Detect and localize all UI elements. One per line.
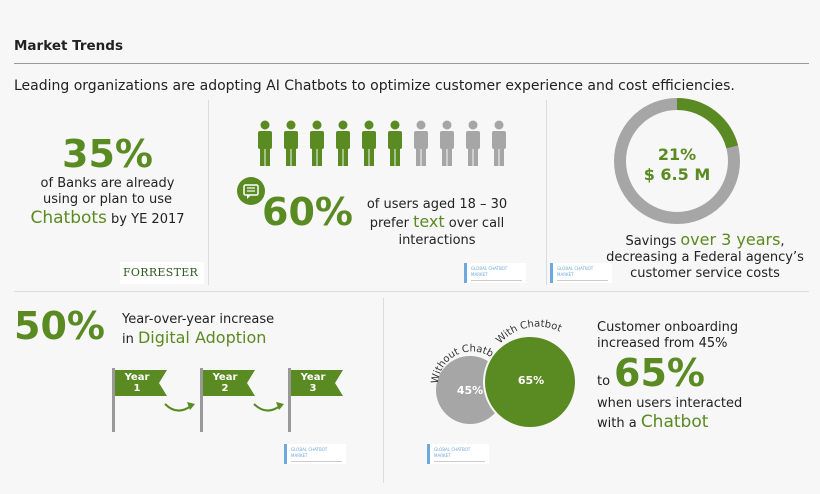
users-line1: of users aged 18 – 30 — [366, 197, 508, 212]
person-icon — [437, 120, 457, 166]
without-chatbot-value: 45% — [457, 384, 483, 397]
banks-line3-rest: by YE 2017 — [106, 212, 185, 227]
person-icon-highlighted — [359, 120, 379, 166]
onboarding-text-2: when users interacted with a Chatbot — [597, 395, 742, 433]
savings-line1-post: , — [780, 234, 785, 249]
banks-stat: 35% — [62, 132, 153, 176]
curved-arrow-icon — [164, 402, 195, 412]
onboarding-to: to — [597, 374, 611, 389]
title-divider — [14, 63, 809, 64]
savings-ring — [613, 97, 741, 225]
divider-1 — [208, 100, 209, 285]
curved-arrow-icon — [253, 402, 284, 412]
flag-word: Year — [212, 372, 238, 383]
banks-line2: using or plan to use — [42, 192, 173, 207]
users-line3: interactions — [398, 233, 476, 248]
adoption-stat: 50% — [14, 304, 105, 348]
panel-banks: 35% of Banks are already using or plan t… — [20, 132, 195, 230]
adoption-line2: in Digital Adoption — [122, 329, 274, 349]
savings-highlight: over 3 years — [680, 230, 781, 249]
thumbnail-label: GLOBAL CHATBOT MARKET — [557, 266, 594, 277]
onboarding-line4-pre: with a — [597, 416, 641, 431]
users-line2: prefer text over call — [362, 213, 512, 232]
person-icon — [489, 120, 509, 166]
person-icon-highlighted — [307, 120, 327, 166]
flag-num: 1 — [133, 383, 141, 394]
year-flag: Year 1 — [110, 368, 170, 434]
users-stat: 60% — [262, 190, 353, 234]
onboarding-highlight: Chatbot — [640, 412, 709, 432]
onboarding-stat: 65% — [614, 351, 705, 395]
onboarding-line4: with a Chatbot — [597, 413, 742, 433]
adoption-line2-pre: in — [122, 332, 138, 347]
users-line2-post: over call — [444, 216, 505, 231]
person-icon-highlighted — [281, 120, 301, 166]
banks-line1: of Banks are already — [40, 176, 175, 191]
divider-2 — [546, 100, 547, 285]
adoption-highlight: Digital Adoption — [137, 328, 267, 347]
users-text: of users aged 18 – 30 prefer text over c… — [362, 196, 512, 249]
report-thumbnail: GLOBAL CHATBOT MARKET — [550, 263, 612, 283]
users-line2-pre: prefer — [369, 216, 414, 231]
flag-word: Year — [124, 372, 150, 383]
users-highlight: text — [413, 212, 445, 231]
thumbnail-label: GLOBAL CHATBOT MARKET — [291, 447, 328, 458]
year-flag: Year 3 — [286, 368, 346, 434]
onboarding-line1: Customer onboarding — [597, 320, 739, 335]
flag-num: 3 — [309, 383, 317, 394]
thumbnail-label: GLOBAL CHATBOT MARKET — [471, 266, 508, 277]
savings-amount: $ 6.5 M — [643, 165, 711, 184]
page-subtitle: Leading organizations are adopting AI Ch… — [14, 78, 735, 94]
forrester-logo: FORRESTER — [120, 262, 204, 284]
page-title: Market Trends — [14, 38, 123, 54]
savings-percent: 21% — [657, 145, 697, 164]
onboarding-text: Customer onboarding increased from 45% — [597, 320, 738, 352]
person-icon — [411, 120, 431, 166]
comparison-circles: Without Chatbot With Chatbot 45% 65% — [412, 318, 577, 429]
adoption-text: Year-over-year increase in Digital Adopt… — [122, 311, 274, 349]
report-thumbnail: GLOBAL CHATBOT MARKET — [284, 444, 346, 464]
savings-line3: customer service costs — [630, 266, 780, 281]
savings-values: 21% $ 6.5 M — [613, 145, 741, 185]
savings-line1-pre: Savings — [625, 234, 681, 249]
person-icon-highlighted — [333, 120, 353, 166]
flag-num: 2 — [221, 383, 229, 394]
onboarding-line3: when users interacted — [597, 396, 743, 411]
people-row — [255, 120, 525, 166]
banks-line3: Chatbots by YE 2017 — [20, 208, 195, 230]
savings-line1: Savings over 3 years, — [600, 232, 810, 250]
report-thumbnail: GLOBAL CHATBOT MARKET — [427, 444, 489, 464]
thumbnail-label: GLOBAL CHATBOT MARKET — [434, 447, 471, 458]
year-flag: Year 2 — [198, 368, 258, 434]
divider-3 — [383, 298, 384, 483]
report-thumbnail: GLOBAL CHATBOT MARKET — [464, 263, 526, 283]
savings-text: Savings over 3 years, decreasing a Feder… — [600, 232, 810, 282]
divider-horizontal — [14, 291, 809, 292]
onboarding-line2: increased from 45% — [597, 336, 728, 351]
chat-bubble-icon — [236, 176, 266, 206]
savings-line2: decreasing a Federal agency’s — [606, 250, 804, 265]
with-chatbot-value: 65% — [518, 374, 544, 387]
flag-word: Year — [300, 372, 326, 383]
with-chatbot-circle — [483, 335, 577, 429]
banks-highlight: Chatbots — [30, 208, 107, 228]
person-icon-highlighted — [385, 120, 405, 166]
adoption-line1: Year-over-year increase — [122, 312, 275, 327]
person-icon — [463, 120, 483, 166]
person-icon-highlighted — [255, 120, 275, 166]
